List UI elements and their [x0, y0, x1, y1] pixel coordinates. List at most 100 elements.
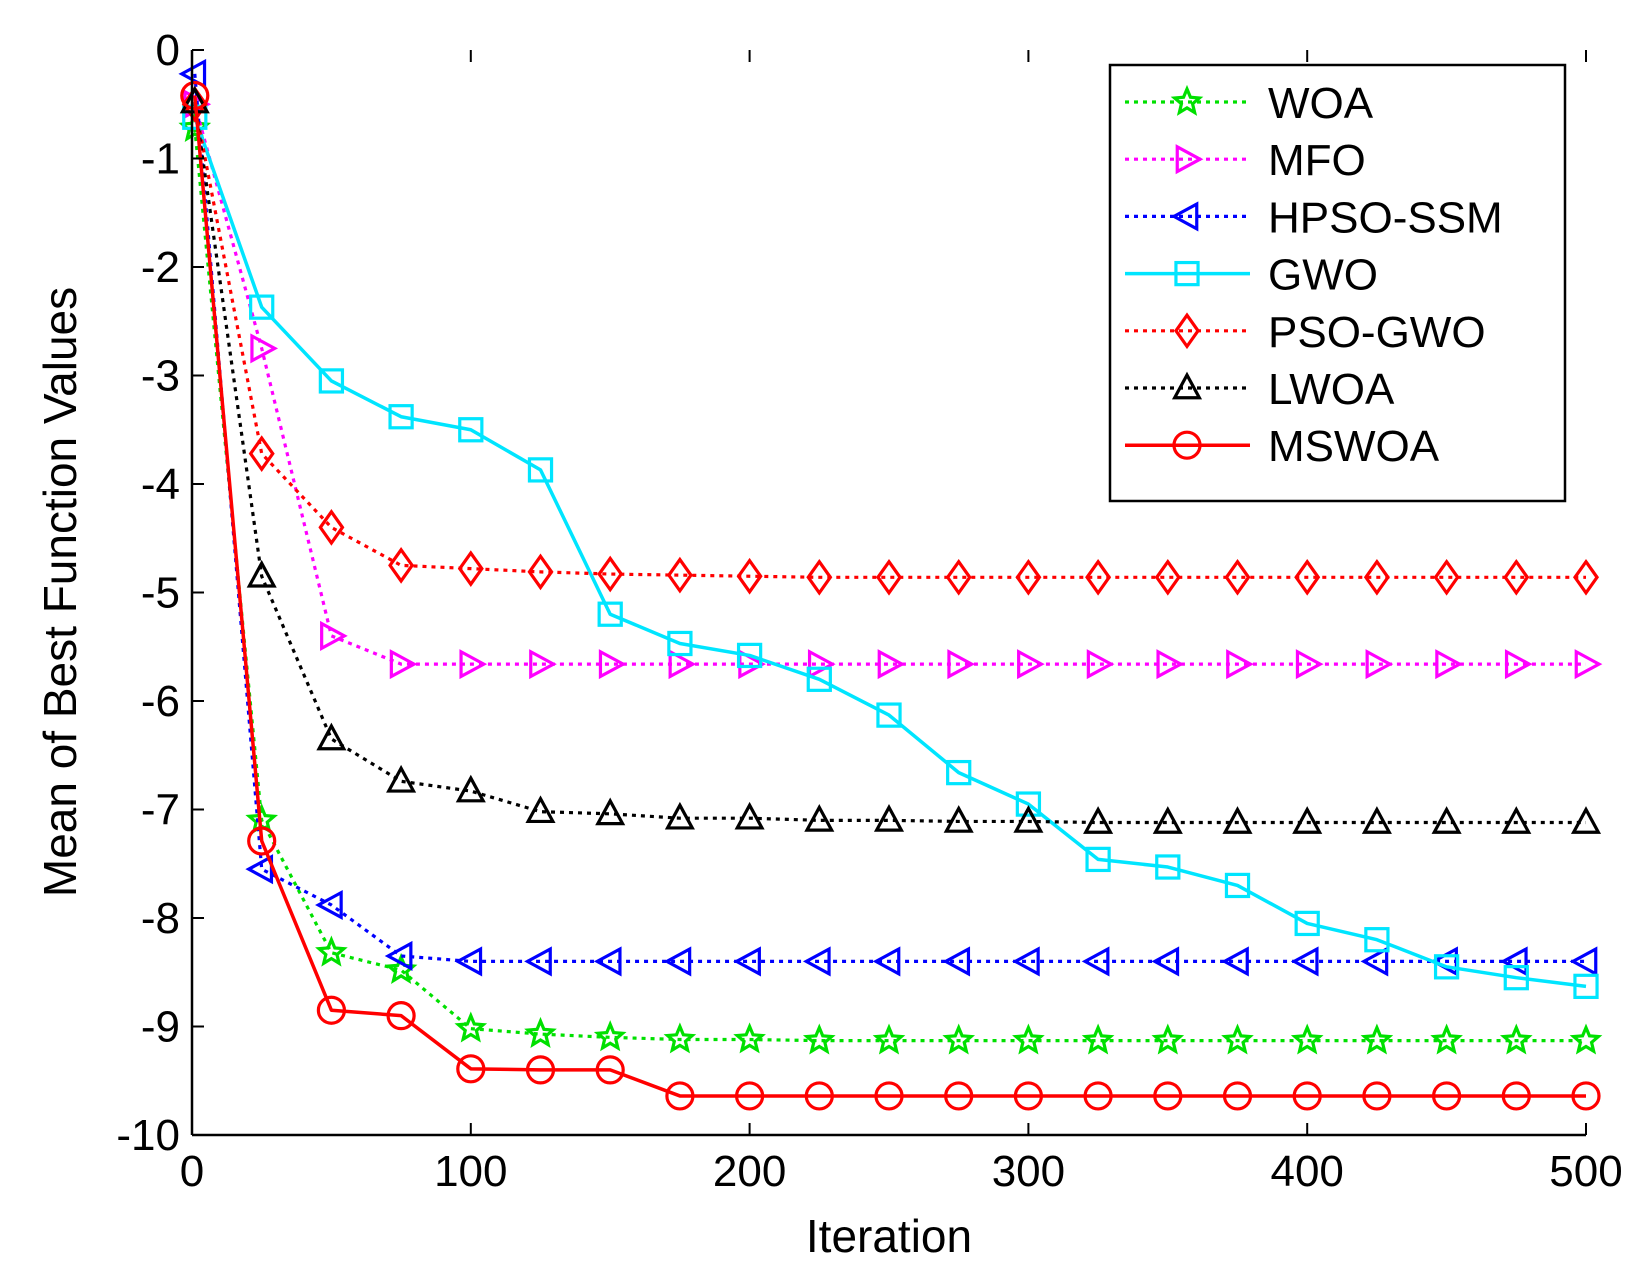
data-point — [1499, 1023, 1533, 1055]
data-point — [1152, 806, 1183, 834]
data-point — [1015, 791, 1042, 817]
y-tick-label: 0 — [156, 26, 180, 75]
series-line — [193, 103, 1586, 579]
data-point — [1360, 946, 1389, 977]
data-point — [806, 558, 833, 596]
data-point — [875, 558, 903, 596]
data-point — [1151, 946, 1180, 977]
data-point — [248, 435, 275, 472]
legend-label: MSWOA — [1268, 422, 1440, 471]
series-line — [193, 103, 1586, 666]
data-point — [1226, 649, 1254, 680]
data-point — [1295, 649, 1324, 680]
data-point — [734, 801, 765, 830]
data-point — [1222, 1081, 1253, 1111]
y-axis-label: Mean of Best Function Values — [34, 287, 86, 897]
data-point — [666, 556, 693, 594]
data-point — [734, 1081, 765, 1111]
series-pso-gwo — [181, 85, 1600, 596]
y-tick-label: -7 — [141, 786, 180, 835]
data-point — [1224, 872, 1251, 899]
data-point — [1154, 558, 1181, 596]
data-point — [1155, 854, 1181, 880]
data-point — [1292, 1081, 1322, 1111]
x-tick-label: 500 — [1549, 1147, 1622, 1196]
data-point — [386, 1001, 416, 1031]
data-point — [1570, 806, 1602, 834]
series-woa — [178, 110, 1603, 1055]
data-point — [1083, 1081, 1113, 1111]
data-point — [1012, 946, 1040, 977]
data-point — [386, 764, 417, 793]
data-point — [1572, 558, 1600, 596]
data-point — [1153, 1081, 1183, 1111]
data-point — [1290, 946, 1319, 977]
data-point — [1433, 558, 1460, 596]
data-point — [388, 547, 415, 584]
data-point — [455, 774, 486, 803]
data-point — [733, 1022, 766, 1054]
data-point — [524, 1016, 557, 1048]
data-point — [806, 666, 832, 692]
data-point — [877, 649, 906, 680]
data-point — [1081, 946, 1110, 977]
data-point — [597, 555, 624, 593]
data-point — [1156, 649, 1185, 680]
data-point — [1085, 558, 1112, 596]
data-point — [736, 642, 763, 669]
y-tick-label: -8 — [141, 894, 180, 943]
data-point — [1360, 1023, 1394, 1055]
legend-label: PSO-GWO — [1268, 308, 1486, 357]
y-tick-label: -10 — [116, 1111, 180, 1160]
x-tick-label: 0 — [180, 1147, 204, 1196]
data-point — [316, 995, 346, 1025]
data-point — [1012, 1023, 1045, 1055]
data-point — [1221, 1023, 1254, 1055]
data-point — [389, 649, 418, 680]
data-point — [874, 1081, 904, 1111]
data-point — [457, 550, 484, 587]
data-point — [1365, 649, 1394, 680]
data-point — [1170, 201, 1199, 232]
data-point — [318, 368, 345, 394]
data-point — [1174, 260, 1200, 287]
data-point — [802, 946, 831, 977]
data-point — [807, 649, 836, 680]
data-point — [1431, 806, 1462, 834]
data-point — [876, 702, 902, 728]
data-point — [1290, 1023, 1324, 1055]
data-point — [1175, 144, 1204, 175]
data-point — [595, 797, 626, 826]
data-point — [525, 1055, 556, 1085]
data-point — [593, 1020, 627, 1052]
data-point — [527, 553, 554, 591]
ticks: 0 100 200 300 400 500 0 -1 -2 -3 -4 -5 -6 -7 -8 -9 -10 — [116, 26, 1622, 1196]
y-tick-label: -5 — [141, 569, 180, 618]
data-point — [1569, 1023, 1603, 1055]
series-lwoa — [179, 85, 1602, 834]
data-point — [598, 649, 627, 680]
legend-item: LWOA — [1125, 365, 1395, 414]
data-point — [181, 85, 208, 123]
data-point — [454, 1011, 488, 1043]
data-point — [667, 630, 693, 657]
data-point — [1017, 649, 1045, 680]
data-point — [246, 559, 277, 588]
data-point — [320, 620, 348, 651]
data-point — [1504, 649, 1533, 680]
data-point — [1571, 1081, 1601, 1111]
data-point — [945, 558, 972, 596]
data-point — [1503, 558, 1530, 596]
y-tick-label: -9 — [141, 1003, 180, 1052]
data-point — [947, 649, 976, 680]
data-point — [1362, 1081, 1392, 1111]
series-line — [193, 127, 1586, 1043]
data-point — [872, 1023, 906, 1055]
data-point — [1294, 558, 1321, 596]
legend-label: WOA — [1268, 79, 1374, 128]
data-point — [1503, 965, 1529, 991]
data-point — [733, 946, 761, 977]
data-point — [456, 1054, 486, 1084]
data-point — [1433, 954, 1460, 980]
series-line — [193, 116, 1587, 989]
